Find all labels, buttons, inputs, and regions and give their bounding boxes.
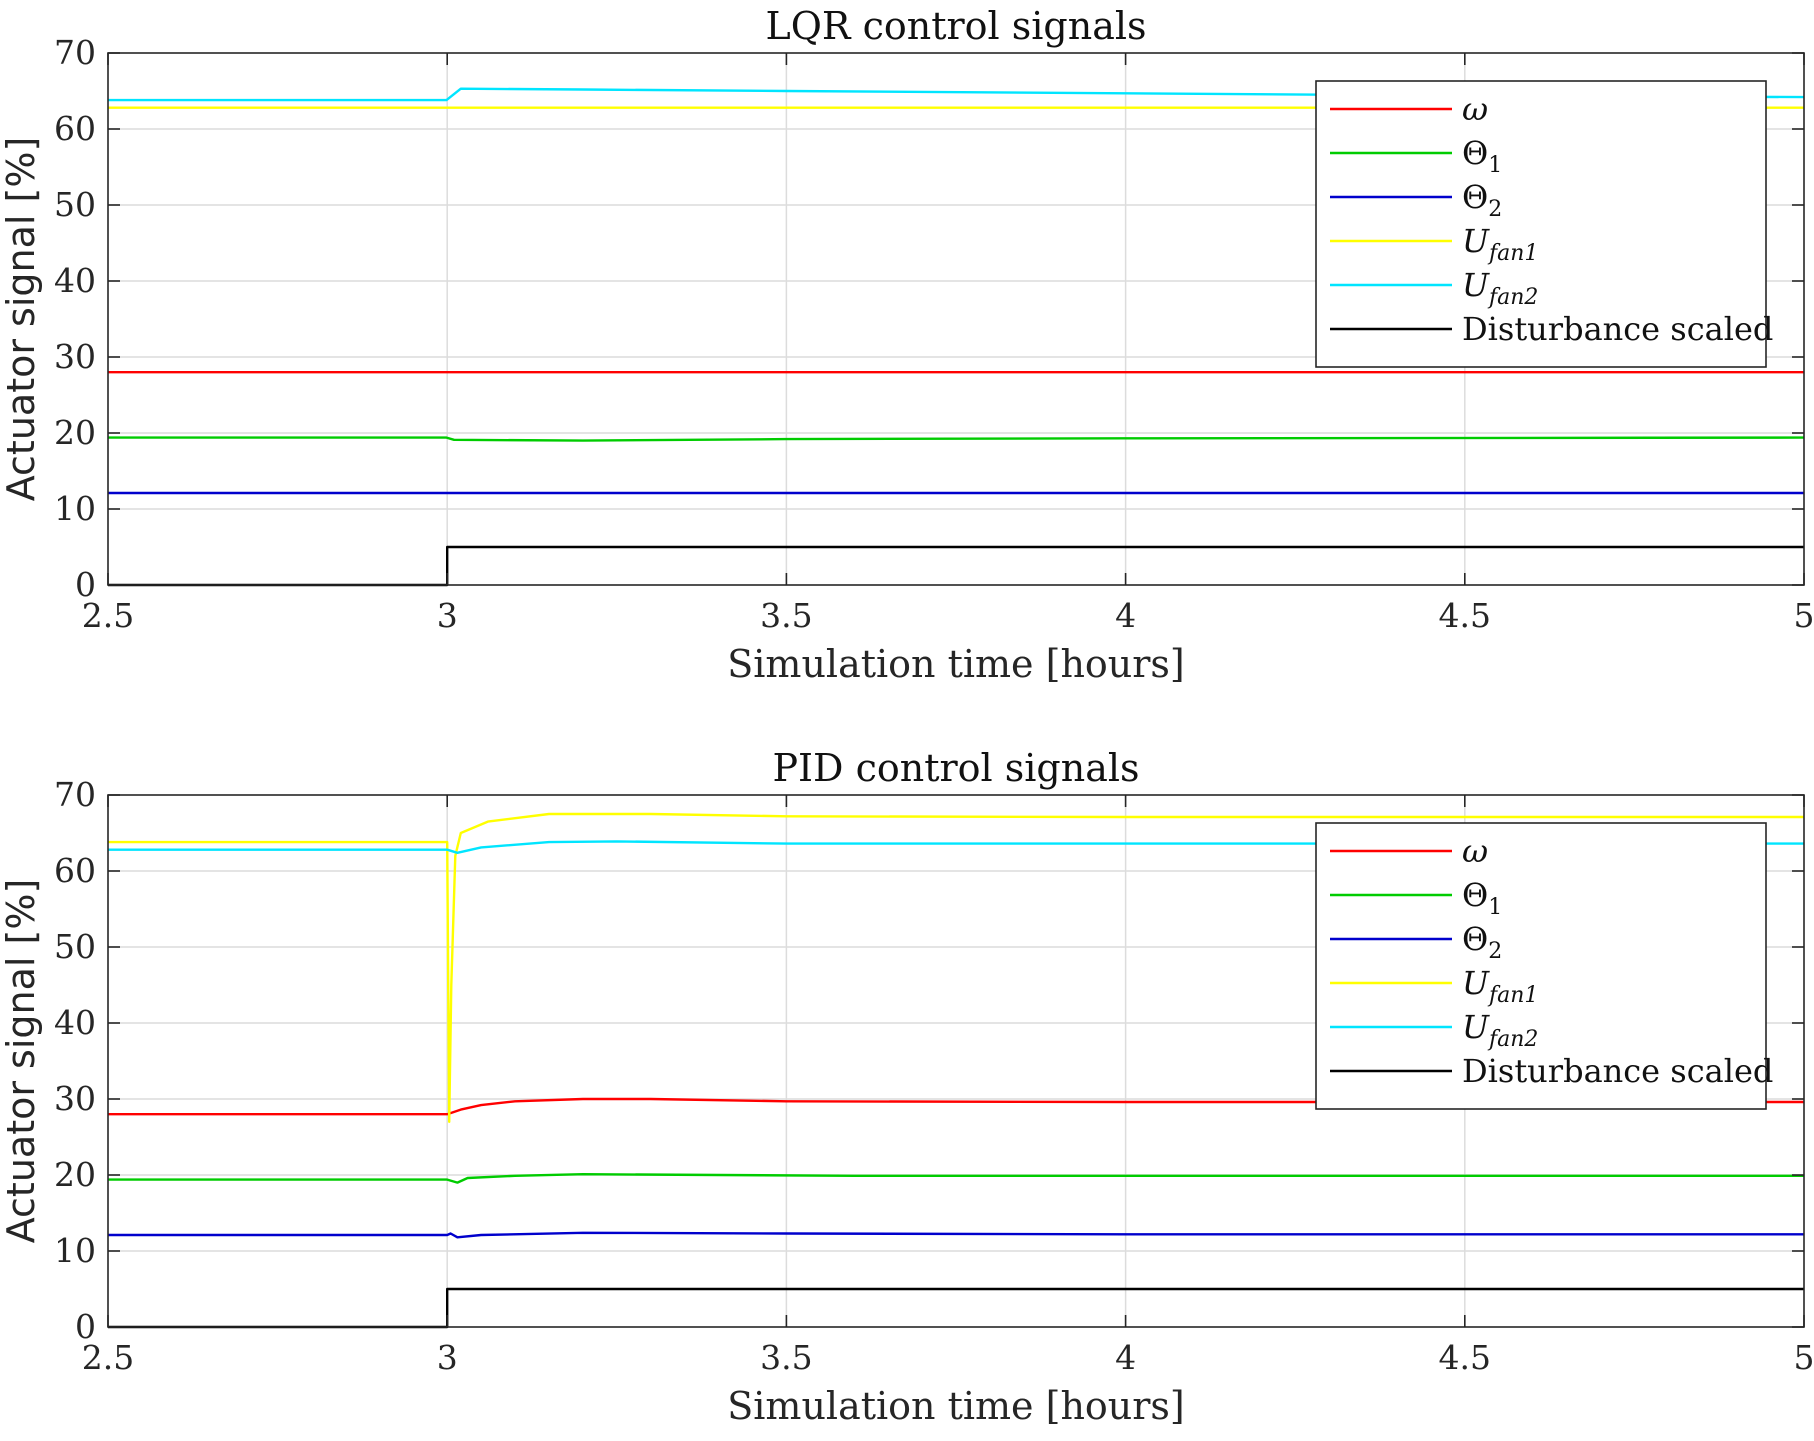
legend-label: Ufan2 — [1462, 266, 1538, 310]
x-tick-label: 2.5 — [82, 1338, 134, 1377]
series-line — [108, 1097, 1804, 1116]
legend-label: ω — [1462, 90, 1488, 128]
legend-label: Θ2 — [1462, 178, 1502, 222]
y-tick-label: 50 — [54, 927, 96, 966]
x-tick-label: 5 — [1794, 596, 1814, 635]
y-axis-label: Actuator signal [%] — [0, 879, 43, 1244]
legend-box — [1315, 822, 1767, 1110]
axes-box — [107, 794, 1805, 1328]
y-tick-label: 70 — [54, 33, 96, 72]
y-tick-label: 0 — [75, 565, 96, 604]
x-tick-label: 4 — [1115, 1338, 1136, 1377]
y-tick-label: 0 — [75, 1307, 96, 1346]
y-tick-label: 20 — [54, 413, 96, 452]
y-tick-label: 30 — [54, 1079, 96, 1118]
legend-box — [1315, 80, 1767, 368]
legend-label: Ufan1 — [1462, 964, 1538, 1008]
legend-label: Disturbance scaled — [1462, 1052, 1773, 1090]
series-line — [108, 1172, 1804, 1184]
chart-title: PID control signals — [772, 746, 1139, 790]
y-tick-label: 40 — [54, 1003, 96, 1042]
y-tick-label: 70 — [54, 775, 96, 814]
x-tick-label: 3.5 — [760, 596, 812, 635]
y-tick-label: 50 — [54, 185, 96, 224]
series-line — [108, 436, 1805, 442]
axes-box — [107, 52, 1805, 586]
x-tick-label: 4 — [1115, 596, 1136, 635]
legend-label: Θ1 — [1462, 134, 1502, 178]
legend-label: Disturbance scaled — [1462, 310, 1773, 348]
series-line — [108, 812, 1804, 1124]
y-tick-label: 40 — [54, 261, 96, 300]
x-tick-label: 3.5 — [760, 1338, 812, 1377]
y-tick-label: 60 — [54, 109, 96, 148]
y-tick-label: 10 — [54, 489, 96, 528]
legend-label: Θ2 — [1462, 920, 1502, 964]
x-tick-label: 4.5 — [1439, 1338, 1491, 1377]
x-tick-label: 3 — [437, 596, 458, 635]
series-line — [108, 1231, 1804, 1239]
x-tick-label: 3 — [437, 1338, 458, 1377]
y-tick-label: 60 — [54, 851, 96, 890]
legend-label: ω — [1462, 832, 1488, 870]
series-group — [108, 812, 1804, 1329]
series-line — [108, 840, 1804, 854]
y-axis-label: Actuator signal [%] — [0, 137, 43, 502]
x-tick-label: 5 — [1794, 1338, 1814, 1377]
legend-label: Ufan1 — [1462, 222, 1538, 266]
x-tick-label: 2.5 — [82, 596, 134, 635]
x-axis-label: Simulation time [hours] — [727, 642, 1185, 686]
legend-label: Θ1 — [1462, 876, 1502, 920]
legend-label: Ufan2 — [1462, 1008, 1538, 1052]
x-tick-label: 4.5 — [1439, 596, 1491, 635]
y-tick-label: 20 — [54, 1155, 96, 1194]
chart-title: LQR control signals — [765, 4, 1146, 48]
y-tick-label: 10 — [54, 1231, 96, 1270]
y-tick-label: 30 — [54, 337, 96, 376]
x-axis-label: Simulation time [hours] — [727, 1384, 1185, 1428]
